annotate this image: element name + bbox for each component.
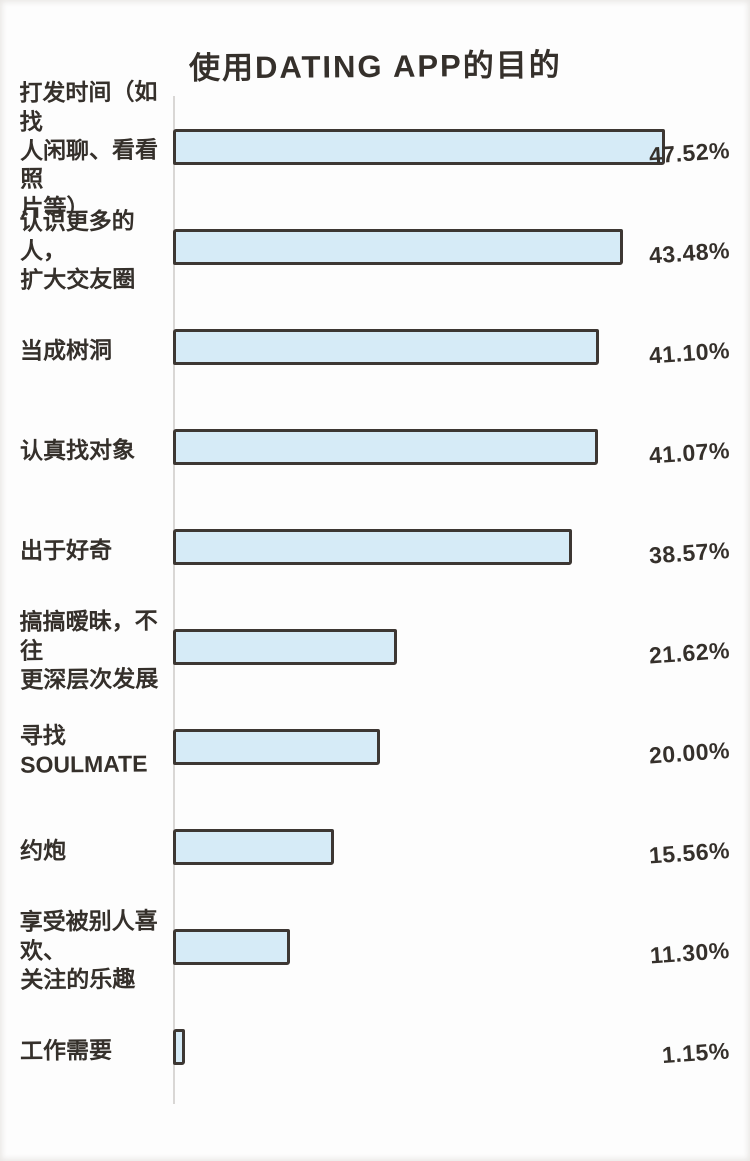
bar xyxy=(173,629,397,665)
chart-row: 寻找SOULMATE 20.00% xyxy=(0,700,750,800)
bar-track xyxy=(173,929,750,971)
bar xyxy=(173,229,623,265)
bar-track xyxy=(173,229,750,271)
chart-row: 约炮 15.56% xyxy=(0,800,750,900)
bar-track xyxy=(173,829,750,871)
chart-row: 认真找对象 41.07% xyxy=(0,400,750,500)
bar xyxy=(173,429,598,465)
value-label: 41.07% xyxy=(648,436,731,469)
category-label: 搞搞暧昧，不往 更深层次发展 xyxy=(19,607,159,693)
chart-row: 工作需要 1.15% xyxy=(0,1000,750,1100)
chart-title: 使用DATING APP的目的 xyxy=(188,47,562,86)
bar xyxy=(173,829,334,865)
bar-track xyxy=(173,729,750,771)
bar-track xyxy=(173,429,750,471)
chart-row: 认识更多的人， 扩大交友圈 43.48% xyxy=(0,200,750,300)
chart-row: 享受被别人喜欢、 关注的乐趣 11.30% xyxy=(0,900,750,1000)
category-label: 出于好奇 xyxy=(19,536,113,564)
value-label: 38.57% xyxy=(648,536,731,569)
bar xyxy=(173,529,572,565)
chart-row: 搞搞暧昧，不往 更深层次发展 21.62% xyxy=(0,600,750,700)
value-label: 20.00% xyxy=(648,736,731,769)
category-label: 寻找SOULMATE xyxy=(19,722,148,778)
bar-track xyxy=(173,129,750,171)
bar-track xyxy=(173,629,750,671)
bar xyxy=(173,329,599,365)
bar xyxy=(173,129,665,165)
value-label: 1.15% xyxy=(661,1037,731,1069)
bar xyxy=(173,929,290,965)
value-label: 41.10% xyxy=(648,336,731,369)
bar-track xyxy=(173,529,750,571)
bar-track xyxy=(173,1029,750,1071)
category-label: 认真找对象 xyxy=(19,436,136,464)
value-label: 11.30% xyxy=(649,936,731,969)
chart-row: 打发时间（如找 人闲聊、看看照 片等） 47.52% xyxy=(0,78,750,220)
chart-row: 出于好奇 38.57% xyxy=(0,500,750,600)
value-label: 21.62% xyxy=(648,636,731,669)
category-label: 约炮 xyxy=(19,836,67,864)
chart-row: 当成树洞 41.10% xyxy=(0,300,750,400)
category-label: 工作需要 xyxy=(19,1036,113,1064)
value-label: 43.48% xyxy=(648,236,731,269)
bar xyxy=(173,729,380,765)
bar-chart: 打发时间（如找 人闲聊、看看照 片等） 47.52% 认识更多的人， 扩大交友圈 43… xyxy=(0,78,750,1105)
y-axis-line xyxy=(173,96,175,1104)
value-label: 15.56% xyxy=(648,836,731,869)
category-label: 享受被别人喜欢、 关注的乐趣 xyxy=(19,907,158,993)
category-label: 当成树洞 xyxy=(19,336,113,364)
value-label: 47.52% xyxy=(648,136,731,169)
category-label: 认识更多的人， 扩大交友圈 xyxy=(19,207,136,293)
bar xyxy=(173,1029,185,1065)
bar-track xyxy=(173,329,750,371)
